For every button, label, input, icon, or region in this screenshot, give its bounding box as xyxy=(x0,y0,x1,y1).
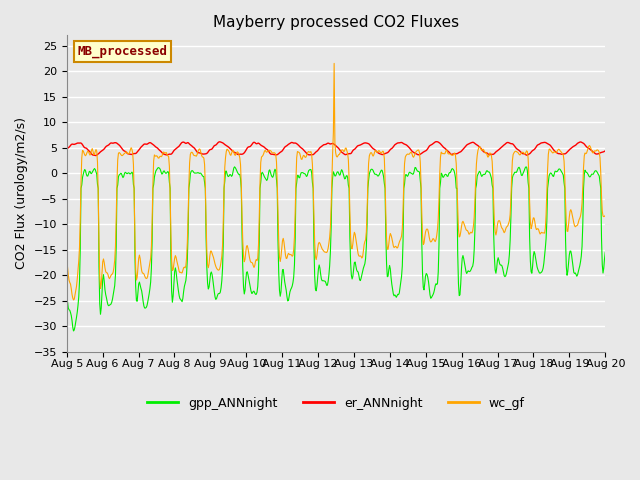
gpp_ANNnight xyxy=(212,297,220,302)
gpp_ANNnight xyxy=(602,249,609,255)
wc_gf xyxy=(212,264,220,269)
er_ANNnight xyxy=(129,151,136,157)
gpp_ANNnight xyxy=(230,164,238,170)
er_ANNnight xyxy=(63,146,70,152)
er_ANNnight xyxy=(602,148,609,154)
wc_gf xyxy=(70,297,77,303)
wc_gf xyxy=(602,213,609,218)
wc_gf xyxy=(403,152,411,157)
gpp_ANNnight xyxy=(74,309,81,315)
wc_gf xyxy=(330,60,338,66)
gpp_ANNnight xyxy=(129,170,136,176)
Legend: gpp_ANNnight, er_ANNnight, wc_gf: gpp_ANNnight, er_ANNnight, wc_gf xyxy=(142,392,530,415)
gpp_ANNnight xyxy=(403,173,411,179)
er_ANNnight xyxy=(402,142,410,148)
gpp_ANNnight xyxy=(419,270,426,276)
gpp_ANNnight xyxy=(184,255,191,261)
Line: wc_gf: wc_gf xyxy=(67,63,605,300)
Title: Mayberry processed CO2 Fluxes: Mayberry processed CO2 Fluxes xyxy=(213,15,459,30)
er_ANNnight xyxy=(73,141,81,146)
er_ANNnight xyxy=(212,142,220,148)
er_ANNnight xyxy=(184,140,191,145)
er_ANNnight xyxy=(418,150,426,156)
wc_gf xyxy=(184,239,191,245)
wc_gf xyxy=(129,150,136,156)
er_ANNnight xyxy=(92,153,99,158)
er_ANNnight xyxy=(433,139,440,144)
wc_gf xyxy=(419,232,426,238)
gpp_ANNnight xyxy=(63,293,70,299)
Line: er_ANNnight: er_ANNnight xyxy=(67,142,605,156)
wc_gf xyxy=(74,276,81,282)
Y-axis label: CO2 Flux (urology/m2/s): CO2 Flux (urology/m2/s) xyxy=(15,118,28,269)
wc_gf xyxy=(63,258,70,264)
Text: MB_processed: MB_processed xyxy=(77,45,168,58)
gpp_ANNnight xyxy=(70,328,77,334)
Line: gpp_ANNnight: gpp_ANNnight xyxy=(67,167,605,331)
